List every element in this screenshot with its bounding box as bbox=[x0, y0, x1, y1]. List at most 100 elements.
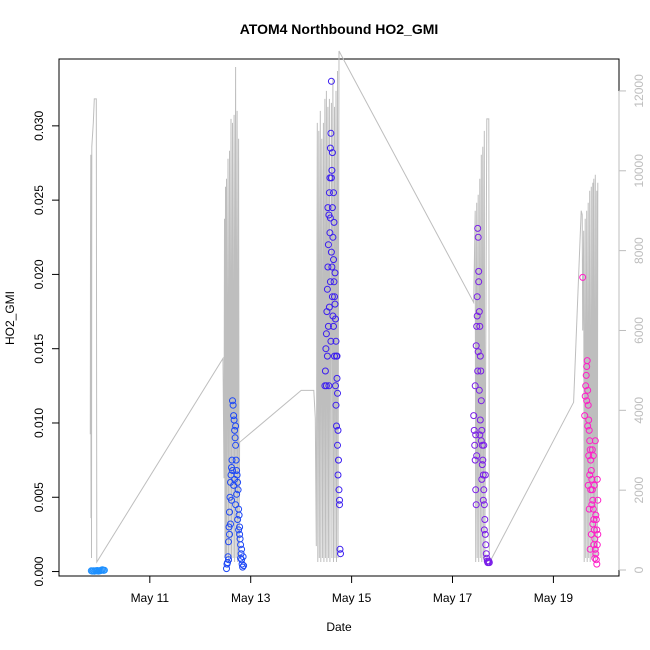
data-point-flight-3 bbox=[331, 293, 338, 301]
scatter-points-layer bbox=[87, 77, 602, 575]
data-point-flight-2 bbox=[231, 434, 239, 442]
data-point-flight-2 bbox=[229, 401, 237, 409]
data-point-flight-4 bbox=[472, 342, 480, 350]
data-point-flight-3 bbox=[328, 204, 336, 212]
y-tick-label: 0.030 bbox=[32, 111, 46, 141]
data-point-flight-2 bbox=[226, 508, 233, 516]
data-point-flight-2 bbox=[236, 530, 244, 538]
data-point-flight-3 bbox=[333, 422, 340, 430]
data-point-flight-5 bbox=[587, 467, 595, 474]
data-point-flight-4 bbox=[479, 496, 487, 504]
data-point-flight-3 bbox=[328, 263, 336, 271]
y-tick-label: 0.010 bbox=[32, 408, 46, 438]
data-point-flight-3 bbox=[328, 293, 336, 301]
data-point-flight-4 bbox=[475, 278, 483, 286]
data-point-flight-5 bbox=[592, 556, 600, 564]
data-point-flight-5 bbox=[591, 545, 599, 553]
data-point-flight-4 bbox=[474, 233, 482, 241]
data-point-flight-5 bbox=[594, 496, 602, 504]
data-point-flight-4 bbox=[480, 441, 488, 449]
data-point-flight-2 bbox=[226, 530, 233, 538]
data-point-flight-4 bbox=[481, 471, 489, 479]
x-tick-label: May 11 bbox=[131, 591, 170, 605]
data-point-flight-3 bbox=[331, 352, 338, 360]
data-point-flight-2 bbox=[232, 422, 240, 430]
data-point-flight-5 bbox=[588, 446, 596, 454]
data-point-flight-4 bbox=[479, 456, 487, 464]
chart-title: ATOM4 Northbound HO2_GMI bbox=[240, 21, 439, 37]
data-point-flight-5 bbox=[584, 401, 592, 409]
data-point-flight-3 bbox=[332, 337, 340, 345]
data-point-flight-4 bbox=[473, 452, 481, 460]
data-point-flight-5 bbox=[592, 511, 600, 519]
data-point-flight-2 bbox=[234, 516, 242, 523]
data-point-flight-2 bbox=[233, 467, 241, 474]
data-point-flight-2 bbox=[228, 456, 236, 464]
data-point-flight-2 bbox=[227, 520, 234, 528]
data-point-flight-4 bbox=[480, 501, 488, 509]
data-point-flight-3 bbox=[330, 278, 338, 286]
data-point-flight-5 bbox=[582, 382, 590, 390]
data-point-flight-2 bbox=[235, 526, 243, 534]
data-point-flight-2 bbox=[231, 475, 239, 483]
data-point-flight-5 bbox=[586, 471, 594, 479]
data-point-flight-3 bbox=[323, 352, 331, 360]
data-point-flight-5 bbox=[589, 505, 597, 513]
data-point-flight-3 bbox=[332, 401, 340, 409]
data-point-flight-5 bbox=[591, 554, 599, 562]
data-point-flight-4 bbox=[475, 308, 483, 316]
right-tick-label: 8000 bbox=[632, 237, 646, 264]
data-point-flight-4 bbox=[478, 426, 486, 434]
data-point-flight-4 bbox=[476, 352, 484, 360]
data-point-flight-5 bbox=[593, 541, 601, 549]
data-point-flight-3 bbox=[326, 229, 334, 237]
y-axis-label: HO2_GMI bbox=[3, 291, 17, 345]
data-point-flight-3 bbox=[334, 426, 342, 434]
data-point-flight-3 bbox=[330, 322, 337, 330]
data-point-flight-5 bbox=[584, 422, 592, 430]
data-point-flight-4 bbox=[472, 501, 480, 509]
y-tick-label: 0.020 bbox=[32, 259, 46, 289]
data-point-flight-4 bbox=[476, 431, 484, 439]
data-point-flight-2 bbox=[231, 426, 239, 434]
data-point-flight-4 bbox=[485, 559, 493, 567]
data-point-flight-3 bbox=[325, 303, 333, 311]
data-point-flight-3 bbox=[327, 77, 335, 85]
right-tick-label: 6000 bbox=[632, 317, 646, 344]
data-point-flight-5 bbox=[590, 541, 598, 549]
right-tick-label: 0 bbox=[632, 566, 646, 573]
data-point-flight-4 bbox=[471, 456, 479, 464]
data-point-flight-2 bbox=[235, 511, 243, 519]
y-tick-label: 0.000 bbox=[32, 556, 46, 586]
data-point-flight-3 bbox=[333, 374, 341, 382]
data-point-flight-3 bbox=[321, 367, 329, 375]
data-point-flight-5 bbox=[585, 505, 593, 513]
data-point-flight-5 bbox=[579, 273, 587, 281]
data-point-flight-5 bbox=[585, 426, 593, 434]
data-point-flight-3 bbox=[330, 218, 338, 226]
data-point-flight-3 bbox=[336, 545, 344, 553]
data-point-flight-5 bbox=[592, 516, 600, 523]
data-point-flight-2 bbox=[229, 467, 236, 474]
y-tick-label: 0.015 bbox=[32, 333, 46, 363]
data-point-flight-4 bbox=[479, 471, 487, 479]
data-point-flight-2 bbox=[228, 496, 235, 504]
data-point-flight-4 bbox=[477, 397, 485, 405]
data-point-flight-3 bbox=[333, 352, 341, 360]
axes-layer: May 11 May 13 May 15 May 17 May 19 0.000 0.005… bbox=[32, 74, 646, 605]
data-point-flight-2 bbox=[229, 397, 236, 405]
data-point-flight-3 bbox=[329, 312, 337, 320]
data-point-flight-2 bbox=[230, 412, 238, 420]
data-point-flight-2 bbox=[240, 562, 248, 570]
y-tick-label: 0.025 bbox=[32, 185, 46, 215]
data-point-flight-3 bbox=[328, 149, 336, 157]
data-point-flight-5 bbox=[589, 520, 597, 528]
right-tick-label: 4000 bbox=[632, 397, 646, 424]
data-point-flight-5 bbox=[581, 392, 589, 400]
data-point-flight-4 bbox=[472, 431, 480, 439]
x-tick-label: May 13 bbox=[231, 591, 271, 605]
data-point-flight-4 bbox=[474, 367, 482, 375]
data-point-flight-2 bbox=[228, 464, 235, 471]
data-point-flight-2 bbox=[234, 486, 242, 494]
